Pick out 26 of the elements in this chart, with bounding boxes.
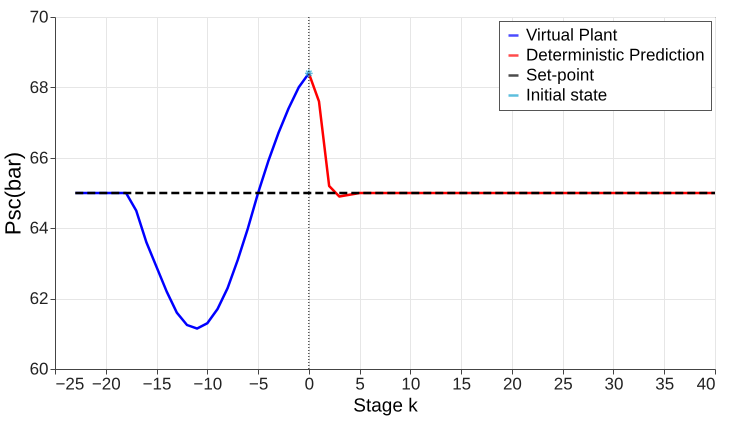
x-tick-label: 35 (655, 374, 674, 394)
x-tick-label: 30 (604, 374, 624, 394)
legend-label: Virtual Plant (526, 26, 618, 44)
x-tick-label: −15 (142, 374, 172, 394)
y-tick-label: 66 (30, 148, 48, 168)
y-tick-label: 64 (30, 218, 48, 238)
x-tick-label: 15 (452, 374, 472, 394)
x-tick-label: −25 (56, 374, 84, 394)
y-tick-label: 60 (30, 360, 48, 378)
x-tick-label: 0 (304, 374, 314, 394)
y-axis-title: Psc(bar) (0, 152, 26, 236)
legend-label: Set-point (526, 66, 594, 84)
x-axis-title: Stage k (353, 396, 418, 416)
y-tick-label: 68 (30, 78, 48, 97)
legend-label: Initial state (526, 86, 608, 104)
x-tick-label: 40 (696, 374, 716, 394)
x-tick-label: 5 (355, 374, 365, 394)
x-tick-label: 10 (401, 374, 420, 394)
x-tick-label: −10 (193, 374, 222, 394)
x-tick-label: −5 (248, 374, 268, 394)
x-tick-label: 20 (502, 374, 522, 394)
x-tick-label: −20 (92, 374, 121, 394)
y-tick-label: 62 (30, 289, 48, 308)
x-tick-label: 25 (554, 374, 573, 394)
legend-label: Deterministic Prediction (526, 46, 705, 64)
y-tick-label: 70 (30, 8, 48, 26)
